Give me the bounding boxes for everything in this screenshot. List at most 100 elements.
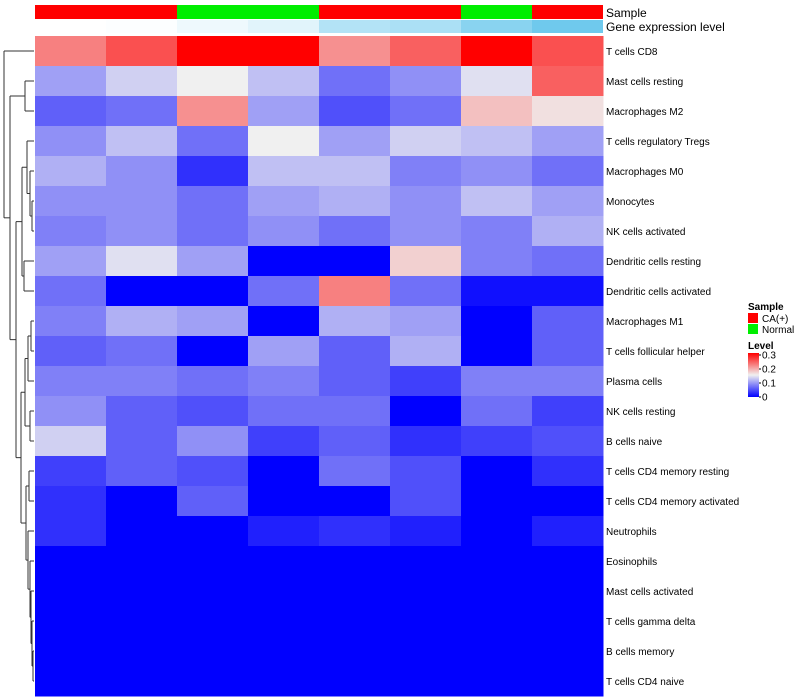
heatmap-cell (248, 366, 320, 397)
heatmap-cell (177, 216, 249, 247)
heatmap-cells (35, 36, 604, 697)
heatmap-cell (390, 186, 462, 217)
heatmap-cell (390, 546, 462, 577)
heatmap-cell (390, 306, 462, 337)
heatmap-cell (461, 366, 533, 397)
heatmap-cell (319, 606, 391, 637)
heatmap-cell (390, 276, 462, 307)
heatmap-cell (177, 486, 249, 517)
heatmap-cell (106, 156, 178, 187)
row-label: Eosinophils (606, 557, 657, 568)
heatmap-cell (532, 96, 604, 127)
annotation-sample-cell (248, 5, 319, 19)
heatmap-cell (390, 636, 462, 667)
heatmap-cell (461, 186, 533, 217)
heatmap-cell (532, 336, 604, 367)
heatmap-cell (319, 576, 391, 607)
row-label: Mast cells activated (606, 587, 693, 598)
legend-color-bar (748, 353, 759, 397)
heatmap-cell (390, 426, 462, 457)
heatmap-cell (177, 36, 249, 67)
heatmap-cell (532, 156, 604, 187)
row-label: B cells naive (606, 437, 663, 448)
row-label: Plasma cells (606, 377, 662, 388)
heatmap-cell (177, 546, 249, 577)
heatmap-cell (177, 456, 249, 487)
legend: Sample CA(+)Normal Level 0.3 0.2 0.1 0 (748, 302, 794, 404)
heatmap-cell (390, 366, 462, 397)
heatmap-cell (35, 666, 107, 697)
heatmap-cell (106, 126, 178, 157)
annotation-expression-cell (35, 20, 106, 33)
heatmap-cell (248, 336, 320, 367)
heatmap-cell (319, 126, 391, 157)
heatmap-cell (319, 636, 391, 667)
heatmap-cell (319, 486, 391, 517)
heatmap-cell (248, 396, 320, 427)
heatmap-cell (35, 636, 107, 667)
heatmap-cell (248, 126, 320, 157)
heatmap-cell (35, 126, 107, 157)
heatmap-cell (532, 546, 604, 577)
heatmap-cell (390, 336, 462, 367)
row-label: T cells gamma delta (606, 617, 696, 628)
heatmap-cell (248, 516, 320, 547)
heatmap-cell (177, 276, 249, 307)
heatmap-cell (532, 486, 604, 517)
heatmap-cell (106, 486, 178, 517)
heatmap-cell (106, 276, 178, 307)
heatmap-cell (461, 336, 533, 367)
heatmap-cell (106, 666, 178, 697)
heatmap-cell (461, 456, 533, 487)
row-label: T cells CD4 naive (606, 677, 685, 688)
heatmap-cell (532, 426, 604, 457)
annotation-sample-cell (319, 5, 390, 19)
annotation-expression-cell (461, 20, 532, 33)
heatmap-cell (35, 606, 107, 637)
heatmap-cell (319, 516, 391, 547)
heatmap-cell (461, 156, 533, 187)
heatmap-cell (35, 486, 107, 517)
heatmap-cell (248, 486, 320, 517)
heatmap-cell (319, 216, 391, 247)
legend-level-title: Level (748, 341, 774, 352)
row-label: T cells follicular helper (606, 347, 705, 358)
heatmap-cell (35, 546, 107, 577)
annotation-expression-cell (177, 20, 248, 33)
heatmap-cell (390, 396, 462, 427)
heatmap-cell (106, 606, 178, 637)
row-label: NK cells activated (606, 227, 685, 238)
row-label: T cells CD8 (606, 47, 658, 58)
legend-label: CA(+) (762, 314, 788, 325)
heatmap-cell (390, 516, 462, 547)
heatmap-cell (532, 186, 604, 217)
annotation-sample-cell (461, 5, 532, 19)
heatmap-cell (248, 666, 320, 697)
heatmap-cell (106, 216, 178, 247)
legend-swatch (748, 313, 758, 323)
heatmap-cell (177, 666, 249, 697)
heatmap-cell (319, 546, 391, 577)
heatmap-cell (248, 66, 320, 97)
heatmap-cell (532, 516, 604, 547)
heatmap-cell (177, 336, 249, 367)
heatmap-cell (532, 276, 604, 307)
heatmap-cell (106, 426, 178, 457)
annotation-expression-cell (532, 20, 603, 33)
heatmap-cell (390, 66, 462, 97)
heatmap-cell (532, 396, 604, 427)
heatmap-cell (532, 576, 604, 607)
row-label: B cells memory (606, 647, 674, 658)
heatmap-cell (35, 96, 107, 127)
heatmap-cell (35, 366, 107, 397)
row-label: Mast cells resting (606, 77, 683, 88)
heatmap-cell (532, 636, 604, 667)
heatmap-cell (532, 666, 604, 697)
heatmap-cell (35, 156, 107, 187)
heatmap-cell (532, 456, 604, 487)
annotation-sample-cell (532, 5, 603, 19)
heatmap-cell (532, 246, 604, 277)
heatmap-cell (319, 276, 391, 307)
legend-label: Normal (762, 325, 794, 336)
heatmap-cell (319, 366, 391, 397)
